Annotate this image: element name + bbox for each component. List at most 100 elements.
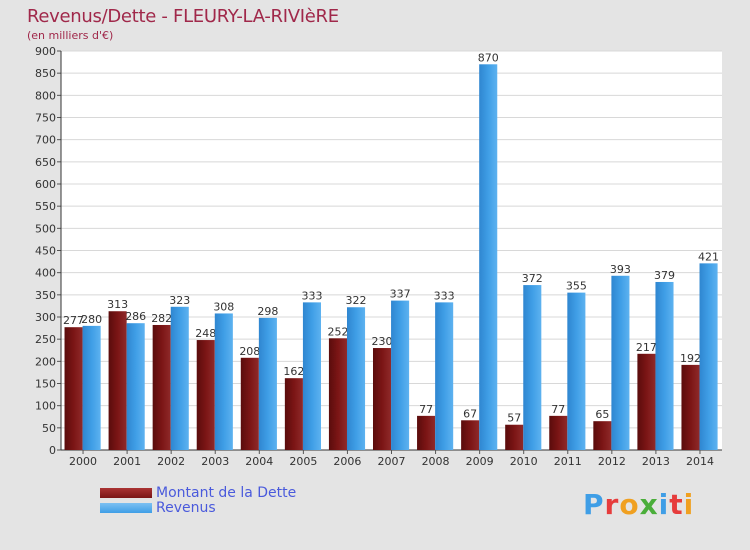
y-tick-label: 350: [35, 289, 56, 302]
x-tick-label: 2012: [598, 455, 626, 468]
bar-revenus: [655, 281, 674, 450]
bar-dette: [637, 353, 656, 450]
logo-letter: P: [583, 488, 605, 521]
bar-revenus: [523, 285, 542, 450]
legend-label-revenus: Revenus: [156, 500, 216, 516]
chart-subtitle: (en milliers d'€): [27, 29, 114, 42]
data-label-revenus: 298: [257, 305, 278, 318]
data-label-dette: 162: [283, 365, 304, 378]
data-label-dette: 208: [239, 345, 260, 358]
x-tick-label: 2000: [69, 455, 97, 468]
bar-dette: [196, 340, 215, 450]
bar-revenus: [699, 263, 718, 450]
logo-letter: o: [619, 488, 640, 521]
y-tick-label: 650: [35, 156, 56, 169]
bar-dette: [593, 421, 612, 450]
y-tick-label: 700: [35, 134, 56, 147]
data-label-dette: 313: [107, 298, 128, 311]
bar-dette: [284, 378, 303, 450]
data-label-dette: 65: [595, 408, 609, 421]
x-tick-label: 2006: [333, 455, 361, 468]
data-label-revenus: 372: [522, 272, 543, 285]
chart-title: Revenus/Dette - FLEURY-LA-RIVIèRE: [27, 6, 339, 27]
x-tick-label: 2008: [422, 455, 450, 468]
y-tick-label: 0: [49, 444, 56, 457]
bar-dette: [328, 338, 347, 450]
data-label-revenus: 280: [81, 313, 102, 326]
logo-letter: i: [683, 488, 695, 521]
legend-label-dette: Montant de la Dette: [156, 485, 297, 501]
y-tick-label: 850: [35, 67, 56, 80]
bar-dette: [681, 364, 700, 450]
data-label-dette: 57: [507, 412, 521, 425]
data-label-dette: 252: [327, 325, 348, 338]
y-tick-label: 400: [35, 267, 56, 280]
data-label-dette: 230: [372, 335, 393, 348]
y-tick-label: 150: [35, 378, 56, 391]
data-label-revenus: 322: [346, 294, 367, 307]
x-tick-label: 2001: [113, 455, 141, 468]
data-label-revenus: 379: [654, 269, 675, 282]
data-label-revenus: 421: [698, 250, 719, 263]
x-tick-label: 2007: [378, 455, 406, 468]
bar-revenus: [170, 306, 189, 450]
x-tick-label: 2011: [554, 455, 582, 468]
legend-swatch-revenus: [100, 503, 152, 513]
y-tick-label: 200: [35, 355, 56, 368]
y-tick-label: 900: [35, 45, 56, 58]
data-label-revenus: 355: [566, 280, 587, 293]
y-tick-label: 50: [42, 422, 56, 435]
data-label-revenus: 308: [213, 300, 234, 313]
y-tick-label: 500: [35, 222, 56, 235]
bar-dette: [549, 415, 568, 450]
y-tick-label: 800: [35, 89, 56, 102]
data-label-revenus: 393: [610, 263, 631, 276]
data-label-dette: 67: [463, 407, 477, 420]
bar-dette: [64, 327, 83, 450]
bar-revenus: [567, 292, 586, 450]
bar-revenus: [302, 302, 321, 450]
data-label-dette: 77: [419, 403, 433, 416]
x-tick-label: 2002: [157, 455, 185, 468]
bar-revenus: [479, 64, 498, 451]
data-label-revenus: 337: [390, 288, 411, 301]
data-label-dette: 192: [680, 352, 701, 365]
x-tick-label: 2003: [201, 455, 229, 468]
bar-revenus: [258, 317, 277, 450]
logo-letter: i: [658, 488, 670, 521]
y-tick-label: 450: [35, 245, 56, 258]
data-label-dette: 217: [636, 341, 657, 354]
x-tick-label: 2009: [466, 455, 494, 468]
data-label-revenus: 286: [125, 310, 146, 323]
data-label-revenus: 333: [301, 289, 322, 302]
legend-swatch-dette: [100, 488, 152, 498]
bar-dette: [372, 348, 392, 450]
data-label-revenus: 870: [478, 51, 499, 64]
bar-dette: [505, 424, 524, 450]
data-label-revenus: 333: [434, 289, 455, 302]
logo-letter: x: [639, 488, 659, 521]
bar-dette: [108, 311, 127, 450]
data-label-dette: 282: [151, 312, 172, 325]
data-label-dette: 248: [195, 327, 216, 340]
x-tick-label: 2013: [642, 455, 670, 468]
bar-revenus: [126, 323, 145, 450]
x-tick-label: 2010: [510, 455, 538, 468]
y-tick-label: 100: [35, 400, 56, 413]
logo-letter: t: [669, 488, 684, 521]
logo-letter: r: [604, 488, 620, 521]
x-tick-label: 2004: [245, 455, 273, 468]
x-tick-label: 2005: [289, 455, 317, 468]
bar-dette: [240, 357, 259, 450]
y-tick-label: 250: [35, 333, 56, 346]
y-tick-label: 550: [35, 200, 56, 213]
bar-dette: [152, 324, 171, 450]
bar-revenus: [214, 313, 233, 450]
bar-revenus: [391, 300, 410, 450]
bar-revenus: [435, 302, 454, 450]
bar-revenus: [346, 307, 366, 450]
data-label-dette: 277: [63, 314, 84, 327]
bar-revenus: [611, 275, 630, 450]
y-tick-label: 600: [35, 178, 56, 191]
